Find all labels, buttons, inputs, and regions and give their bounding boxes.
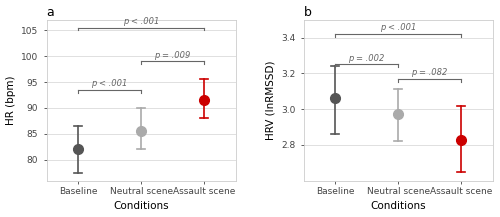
- Y-axis label: HRV (lnRMSSD): HRV (lnRMSSD): [266, 60, 276, 140]
- Text: p < .001: p < .001: [123, 17, 160, 26]
- Y-axis label: HR (bpm): HR (bpm): [6, 76, 16, 125]
- Text: p = .009: p = .009: [154, 51, 191, 60]
- Text: p = .002: p = .002: [348, 54, 385, 63]
- X-axis label: Conditions: Conditions: [114, 201, 169, 211]
- Text: b: b: [304, 6, 312, 19]
- X-axis label: Conditions: Conditions: [370, 201, 426, 211]
- Text: p < .001: p < .001: [380, 23, 416, 32]
- Text: p < .001: p < .001: [92, 79, 128, 88]
- Text: a: a: [46, 6, 54, 19]
- Text: p = .082: p = .082: [412, 68, 448, 77]
